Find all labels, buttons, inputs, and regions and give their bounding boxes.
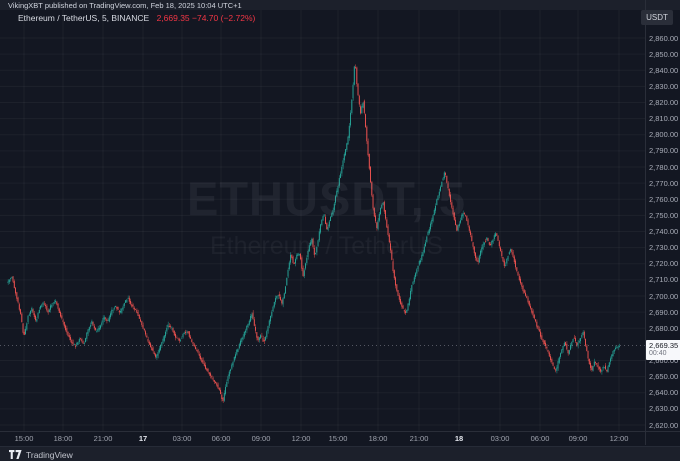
footer-bar: TradingView [0, 446, 680, 461]
symbol-legend[interactable]: Ethereum / TetherUS, 5, BINANCE 2,669.35… [18, 13, 255, 23]
price-tick-label: 2,790.00 [649, 146, 679, 156]
time-tick-label: 12:00 [609, 434, 629, 443]
bar-countdown: 00:40 [649, 350, 667, 358]
price-tick-label: 2,820.00 [649, 98, 679, 107]
price-tick-label: 2,840.00 [649, 65, 679, 75]
price-tick-label: 2,710.00 [649, 275, 679, 285]
price-tick-label: 2,620.00 [649, 420, 679, 430]
price-tick-label: 2,640.00 [649, 388, 679, 398]
symbol-quote-change: 2,669.35 −74.70 (−2.72%) [156, 13, 256, 23]
tradingview-wordmark[interactable]: TradingView [26, 449, 73, 460]
time-tick-label: 18 [454, 434, 464, 443]
time-tick-label: 21:00 [93, 434, 113, 443]
price-scale-separator [645, 0, 646, 445]
price-tick-label: 2,800.00 [649, 130, 679, 140]
price-scale[interactable]: 2,860.00 2,850.00 2,840.00 2,830.00 2,820.00… [646, 0, 680, 431]
price-tick-label: 2,850.00 [649, 49, 679, 59]
price-tick-label: 2,650.00 [649, 372, 679, 382]
time-tick-label: 18:00 [53, 434, 73, 443]
time-tick-label: 12:00 [291, 434, 311, 443]
time-tick-label: 06:00 [211, 434, 231, 443]
price-tick-label: 2,660.00 [649, 356, 679, 365]
time-axis[interactable]: 15:00 18:00 21:00 17 03:00 06:00 09:00 12:00 15:… [0, 432, 645, 446]
time-tick-label: 09:00 [251, 434, 271, 443]
price-tick-label: 2,860.00 [649, 33, 679, 43]
time-tick-label: 09:00 [568, 434, 588, 443]
time-tick-label: 15:00 [328, 434, 348, 443]
time-tick-label: 17 [138, 434, 148, 443]
time-tick-label: 21:00 [409, 434, 429, 443]
price-tick-label: 2,740.00 [649, 227, 679, 236]
time-tick-label: 06:00 [530, 434, 550, 443]
time-tick-label: 18:00 [368, 434, 388, 443]
price-tick-label: 2,750.00 [649, 210, 679, 220]
attribution-bar: VikingXBT published on TradingView.com, … [0, 0, 680, 10]
symbol-title[interactable]: Ethereum / TetherUS, 5, BINANCE [18, 13, 150, 23]
price-tick-label: 2,720.00 [649, 259, 679, 269]
price-tick-label: 2,680.00 [649, 323, 679, 333]
price-tick-label: 2,730.00 [649, 243, 679, 253]
price-tick-label: 2,810.00 [649, 114, 679, 124]
tradingview-logo-icon[interactable] [9, 450, 22, 459]
time-tick-label: 03:00 [172, 434, 192, 443]
price-tick-label: 2,770.00 [649, 178, 679, 188]
last-price-label: 2,669.35 00:40 [646, 339, 680, 361]
time-tick-label: 03:00 [490, 434, 510, 443]
time-axis-separator [0, 431, 680, 432]
price-tick-label: 2,630.00 [649, 404, 679, 414]
price-tick-label: 2,780.00 [649, 162, 679, 172]
price-tick-label: 2,760.00 [649, 194, 679, 204]
price-tick-label: 2,690.00 [649, 307, 679, 317]
price-tick-label: 2,830.00 [649, 81, 679, 91]
currency-toggle-button[interactable]: USDT [641, 10, 673, 25]
last-price-value: 2,669.35 [649, 340, 679, 350]
attribution-text: VikingXBT published on TradingView.com, … [8, 0, 242, 10]
price-tick-label: 2,700.00 [649, 291, 679, 301]
time-tick-label: 15:00 [14, 434, 34, 443]
